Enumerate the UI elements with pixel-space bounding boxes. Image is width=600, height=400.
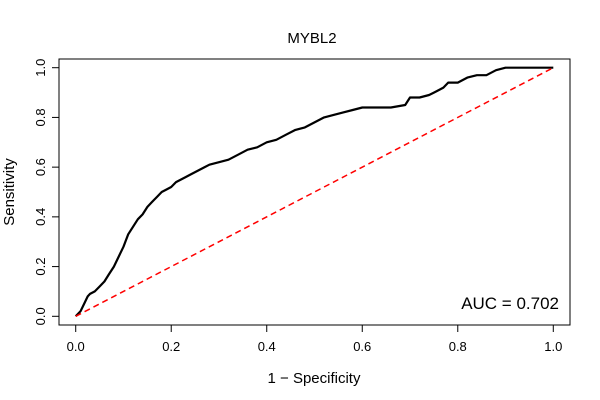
x-tick-label: 0.4 [258,339,276,354]
x-tick-label: 0.6 [353,339,371,354]
auc-annotation: AUC = 0.702 [461,294,559,313]
y-tick-label: 1.0 [33,59,48,77]
y-axis: 0.0 0.2 0.4 0.6 0.8 1.0 [33,59,59,325]
y-tick-label: 0.4 [33,208,48,226]
x-tick-label: 0.0 [67,339,85,354]
y-tick-label: 0.0 [33,307,48,325]
x-tick-label: 0.2 [162,339,180,354]
y-axis-label: Sensitivity [1,158,18,226]
roc-curve [74,66,554,318]
x-tick-label: 1.0 [544,339,562,354]
y-tick-label: 0.2 [33,258,48,276]
y-tick-label: 0.6 [33,158,48,176]
x-tick-label: 0.8 [449,339,467,354]
x-axis-label: 1 − Specificity [268,370,361,387]
chart-title: MYBL2 [287,30,336,47]
reference-diagonal-line [75,67,554,317]
y-tick-label: 0.8 [33,108,48,126]
series-layer [74,66,554,318]
plot-frame [58,58,571,326]
x-axis: 0.0 0.2 0.4 0.6 0.8 1.0 [67,325,562,354]
